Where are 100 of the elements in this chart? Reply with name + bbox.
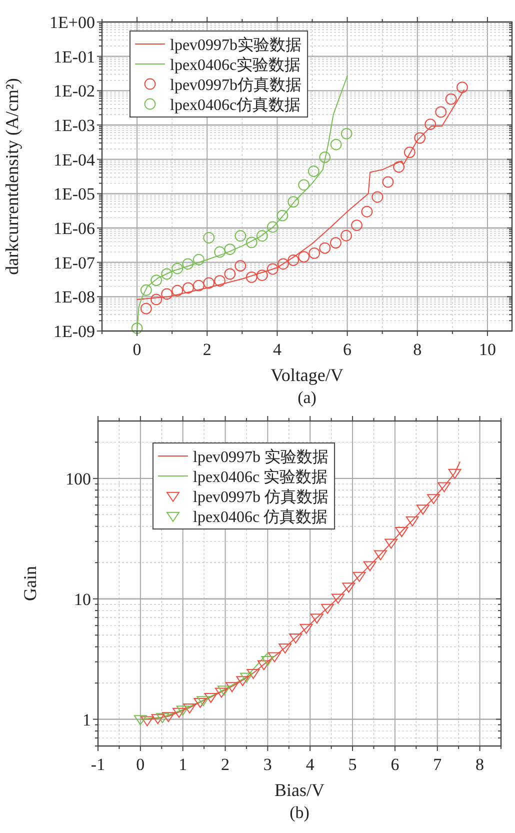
x-axis-title: Voltage/V <box>270 365 344 385</box>
x-tick-label: 5 <box>348 755 357 774</box>
legend-label: lpex0406c 仿真数据 <box>193 508 328 526</box>
point <box>361 206 373 218</box>
legend-label: lpev0997b仿真数据 <box>170 76 302 94</box>
legend-label: lpev0997b 实验数据 <box>193 448 329 466</box>
point <box>384 538 398 549</box>
point <box>288 196 300 208</box>
point <box>330 237 342 249</box>
point <box>151 714 164 724</box>
point <box>140 716 154 726</box>
point <box>140 284 152 296</box>
x-tick-label: -1 <box>90 755 106 774</box>
y-tick-label: 1E-07 <box>53 253 96 272</box>
point <box>182 258 194 270</box>
x-tick-label: 0 <box>136 755 145 774</box>
point <box>416 504 430 515</box>
point <box>268 652 281 662</box>
point <box>321 604 334 614</box>
point <box>298 179 310 191</box>
point <box>172 284 184 296</box>
point <box>172 262 184 274</box>
y-tick-label: 10 <box>74 590 91 609</box>
point <box>140 302 152 314</box>
point <box>172 708 186 718</box>
x-tick-label: 2 <box>221 755 230 774</box>
y-tick-label: 1E-03 <box>53 116 95 135</box>
point <box>246 668 260 679</box>
point <box>162 712 175 722</box>
point <box>214 688 228 698</box>
point <box>234 260 246 272</box>
point <box>276 210 288 222</box>
point <box>393 161 405 173</box>
point <box>330 138 342 150</box>
y-tick-label: 100 <box>66 469 91 488</box>
x-tick-label: 1 <box>178 755 188 774</box>
point <box>372 191 384 203</box>
point <box>288 254 300 266</box>
y-axis-title: darkcurrentdensity (A/cm²) <box>2 78 22 275</box>
point <box>196 696 210 706</box>
point <box>438 482 451 492</box>
point <box>363 561 376 572</box>
y-tick-label: 1E-08 <box>53 288 95 307</box>
point <box>182 282 194 294</box>
legend-label: lpev0997b 仿真数据 <box>193 488 329 506</box>
point <box>256 270 268 281</box>
point <box>298 251 310 262</box>
x-tick-label: 2 <box>202 340 212 359</box>
point <box>435 106 447 118</box>
point <box>308 166 320 177</box>
legend-label: lpex0406c 实验数据 <box>193 468 328 486</box>
text: (b) <box>290 803 310 822</box>
point <box>150 274 162 286</box>
x-tick-label: 7 <box>433 755 442 774</box>
point <box>256 230 268 242</box>
x-tick-label: 8 <box>476 755 484 774</box>
point <box>217 686 230 696</box>
x-tick-label: 4 <box>306 755 315 774</box>
point <box>183 704 196 714</box>
y-tick-label: 1 <box>82 710 91 730</box>
point <box>374 550 388 560</box>
legend-label: lpev0997b实验数据 <box>170 36 302 54</box>
point <box>261 656 274 666</box>
point <box>456 82 468 94</box>
point <box>382 176 394 188</box>
point <box>340 230 352 242</box>
point <box>300 624 313 634</box>
point <box>448 468 462 479</box>
point <box>289 633 302 644</box>
point <box>406 516 419 526</box>
point <box>194 698 207 708</box>
point <box>131 322 143 334</box>
point <box>340 128 352 140</box>
x-tick-label: 10 <box>478 340 496 359</box>
point <box>257 660 270 670</box>
point <box>319 242 331 254</box>
x-axis-title: Bias/V <box>274 780 325 800</box>
x-tick-label: 8 <box>413 340 422 359</box>
x-tick-label: 6 <box>343 340 352 359</box>
point <box>203 277 215 289</box>
y-tick-label: 1E-01 <box>53 47 95 66</box>
y-axis-title: Gain <box>20 566 40 601</box>
point <box>161 268 173 280</box>
point <box>427 494 440 504</box>
point <box>234 230 246 242</box>
point <box>203 232 215 244</box>
point <box>342 582 356 593</box>
x-tick-label: 6 <box>390 755 400 774</box>
point <box>224 268 236 280</box>
y-tick-label: 1E-05 <box>53 184 95 204</box>
point <box>404 146 416 158</box>
point <box>236 676 250 686</box>
point <box>332 594 345 604</box>
point <box>150 294 162 306</box>
point <box>277 258 289 270</box>
legend-label: lpex0406c实验数据 <box>170 56 301 74</box>
x-tick-label: 3 <box>263 755 272 774</box>
point <box>246 236 258 248</box>
point <box>214 246 226 258</box>
point <box>246 271 258 283</box>
